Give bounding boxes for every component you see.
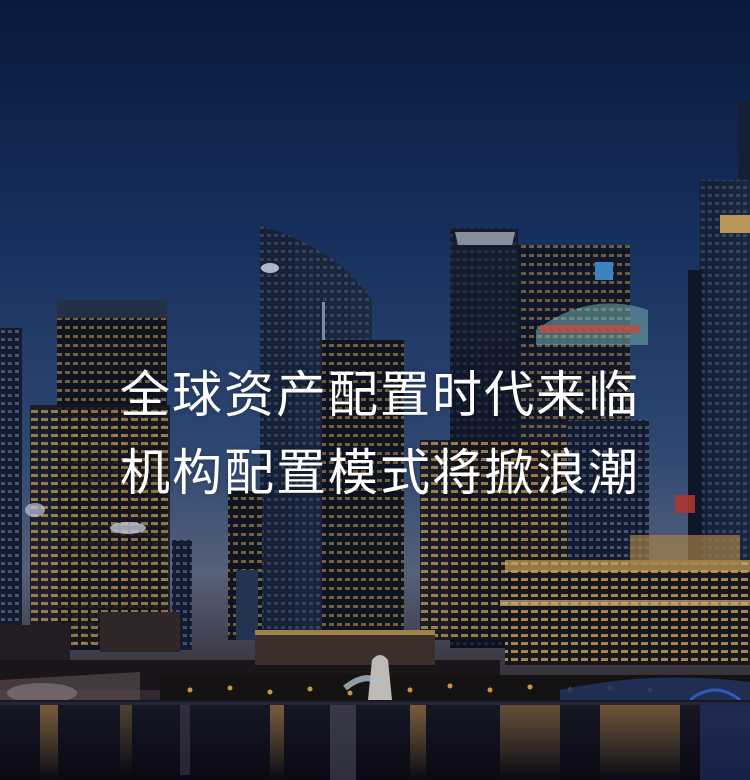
hero-headline: 全球资产配置时代来临 机构配置模式将掀浪潮 [0, 356, 750, 512]
headline-line-2: 机构配置模式将掀浪潮 [120, 444, 640, 502]
headline-line-1: 全球资产配置时代来临 [120, 366, 640, 424]
